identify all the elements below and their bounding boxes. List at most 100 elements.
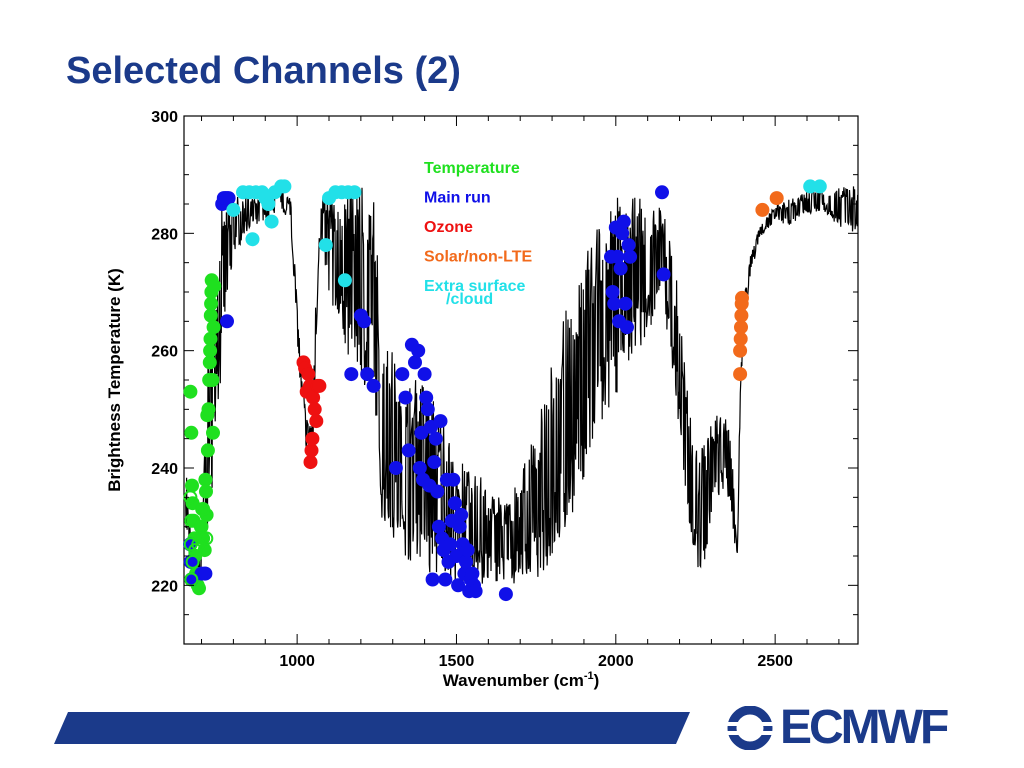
x-axis-label: Wavenumber (cm-1) [443, 670, 600, 690]
legend-entry-2: Ozone [424, 219, 473, 236]
marker-0-31 [207, 279, 222, 294]
brightness-temperature-chart: 1000 1500 2000 2500 220 240 260 280 300 Temperat… [105, 109, 859, 690]
marker-1-68 [615, 226, 630, 241]
marker-2-3 [301, 367, 316, 382]
marker-1-45 [446, 472, 461, 487]
marker-4-18 [347, 185, 362, 200]
marker-1-69 [616, 214, 631, 229]
legend-entry-0-line-0: Temperature [424, 160, 520, 177]
y-tick-label-1: 240 [151, 461, 178, 478]
marker-1-14 [357, 314, 372, 329]
legend-entry-1-line-0: Main run [424, 190, 491, 207]
marker-4-20 [812, 179, 827, 194]
marker-3-1 [733, 343, 748, 358]
marker-1-70 [618, 296, 633, 311]
marker-0-25 [204, 296, 219, 311]
marker-1-36 [431, 519, 446, 534]
plot-area-frame [183, 115, 859, 645]
page-title: Selected Channels (2) [66, 50, 461, 92]
marker-1-18 [395, 367, 410, 382]
marker-2-8 [306, 390, 321, 405]
marker-1-32 [425, 572, 440, 587]
marker-3-3 [734, 320, 748, 335]
marker-1-2 [184, 572, 199, 587]
marker-1-59 [468, 584, 483, 599]
marker-1-28 [419, 390, 434, 405]
marker-1-24 [412, 461, 427, 475]
marker-0-0 [183, 384, 198, 399]
y-tick-label-2: 260 [151, 344, 178, 361]
y-tick-label-3: 280 [151, 226, 178, 243]
marker-4-19 [803, 179, 818, 194]
marker-1-35 [430, 484, 445, 499]
marker-0-1 [184, 425, 199, 440]
marker-4-7 [261, 197, 276, 211]
axis-layer: 1000 1500 2000 2500 220 240 260 280 300 [151, 109, 858, 670]
marker-4-3 [245, 232, 260, 247]
marker-0-23 [203, 331, 218, 346]
marker-0-15 [199, 484, 213, 499]
marker-0-19 [201, 402, 216, 417]
marker-1-65 [610, 249, 625, 264]
legend-entry-3: Solar/non-LTE [424, 249, 532, 266]
spectrum-layer [185, 186, 859, 588]
marker-1-49 [452, 519, 467, 534]
marker-3-0 [733, 367, 748, 382]
marker-0-28 [205, 373, 220, 387]
x-axis-label-main: Wavenumber (cm [443, 671, 584, 690]
marker-0-14 [198, 472, 213, 487]
markers-layer [183, 179, 827, 602]
marker-2-6 [304, 443, 319, 458]
marker-1-62 [605, 285, 620, 299]
marker-4-12 [318, 238, 333, 253]
marker-1-33 [427, 455, 442, 470]
legend-entry-3-line-0: Solar/non-LTE [424, 249, 532, 266]
marker-1-23 [411, 343, 426, 358]
legend-entry-4-line-1: /cloud [446, 291, 493, 308]
marker-1-12 [344, 367, 359, 382]
legend-entry-4-line-0: Extra surface [424, 278, 525, 295]
marker-1-63 [607, 296, 622, 311]
marker-1-27 [417, 367, 432, 382]
y-tick-label-0: 220 [151, 578, 178, 595]
x-tick-label-1: 1500 [439, 653, 475, 670]
hollow-marker-1 [184, 513, 199, 528]
marker-2-7 [305, 431, 320, 446]
marker-1-10 [221, 191, 236, 206]
marker-2-10 [309, 414, 324, 429]
marker-1-20 [401, 443, 416, 458]
spectrum-line [185, 186, 859, 588]
marker-1-29 [420, 402, 435, 417]
x-tick-label-0: 1000 [279, 653, 315, 670]
y-axis-label: Brightness Temperature (K) [105, 268, 124, 492]
marker-1-11 [220, 314, 234, 329]
marker-1-60 [498, 587, 513, 602]
legend-entry-4: Extra surface/cloud [424, 278, 525, 308]
marker-0-12 [196, 531, 211, 546]
marker-1-37 [433, 414, 448, 429]
marker-1-17 [388, 461, 403, 475]
marker-4-11 [277, 179, 292, 194]
y-tick-label-4: 300 [151, 109, 178, 126]
legend-entry-2-line-0: Ozone [424, 219, 473, 236]
marker-1-40 [438, 572, 453, 587]
marker-1-53 [459, 554, 473, 569]
marker-1-73 [623, 249, 638, 264]
footer-band [54, 712, 690, 744]
hollow-marker-9 [199, 531, 214, 546]
marker-0-29 [206, 425, 220, 440]
marker-1-57 [465, 566, 480, 581]
ecmwf-logo-mark-icon [726, 706, 774, 750]
marker-4-8 [264, 214, 279, 229]
x-tick-label-3: 2500 [757, 653, 793, 670]
marker-1-75 [656, 267, 671, 282]
marker-1-43 [443, 537, 458, 552]
x-axis-label-sup: -1 [584, 670, 594, 682]
marker-1-67 [613, 261, 628, 276]
marker-0-2 [185, 478, 199, 493]
marker-1-54 [460, 543, 475, 558]
marker-3-8 [769, 191, 784, 206]
legend: Temperature Main run Ozone Solar/non-LTE Ext… [424, 160, 532, 308]
marker-1-48 [451, 578, 466, 593]
marker-3-6 [735, 290, 749, 305]
